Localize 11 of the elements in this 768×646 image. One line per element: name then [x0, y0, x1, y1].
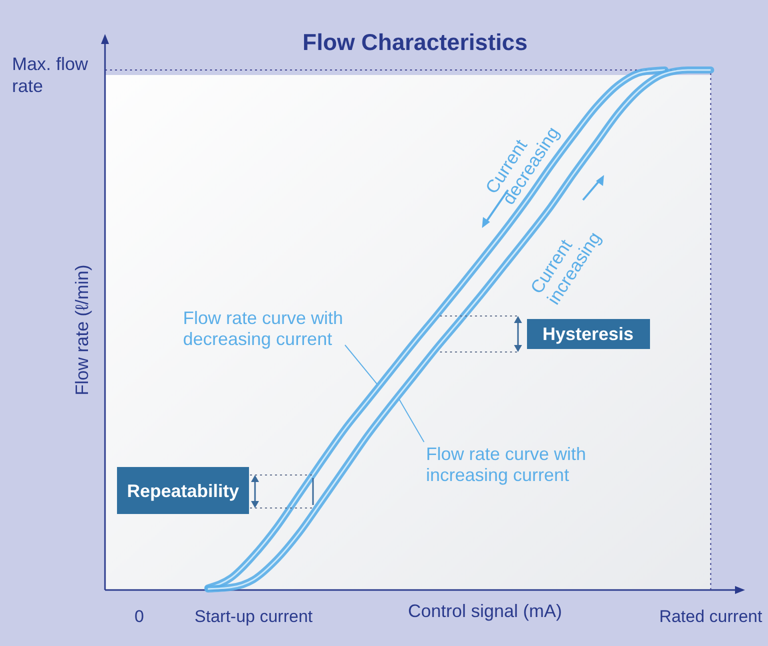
- annotation: Repeatability: [126, 481, 240, 501]
- text: Flow rate curve with decreasing current: [183, 308, 344, 349]
- x-tick-label: Rated current: [659, 607, 762, 626]
- chart-title: Flow Characteristics: [302, 29, 528, 55]
- y-axis-title: Flow rate (ℓ/min): [72, 264, 92, 396]
- annotation: Hysteresis: [542, 324, 634, 344]
- x-tick-label: 0: [134, 607, 144, 626]
- ref-line-label: Max. flow rate: [12, 54, 90, 96]
- x-axis-title: Control signal (mA): [408, 601, 562, 621]
- legend-label: Flow rate curve with increasing current: [426, 444, 586, 485]
- x-tick-label: Start-up current: [194, 607, 313, 626]
